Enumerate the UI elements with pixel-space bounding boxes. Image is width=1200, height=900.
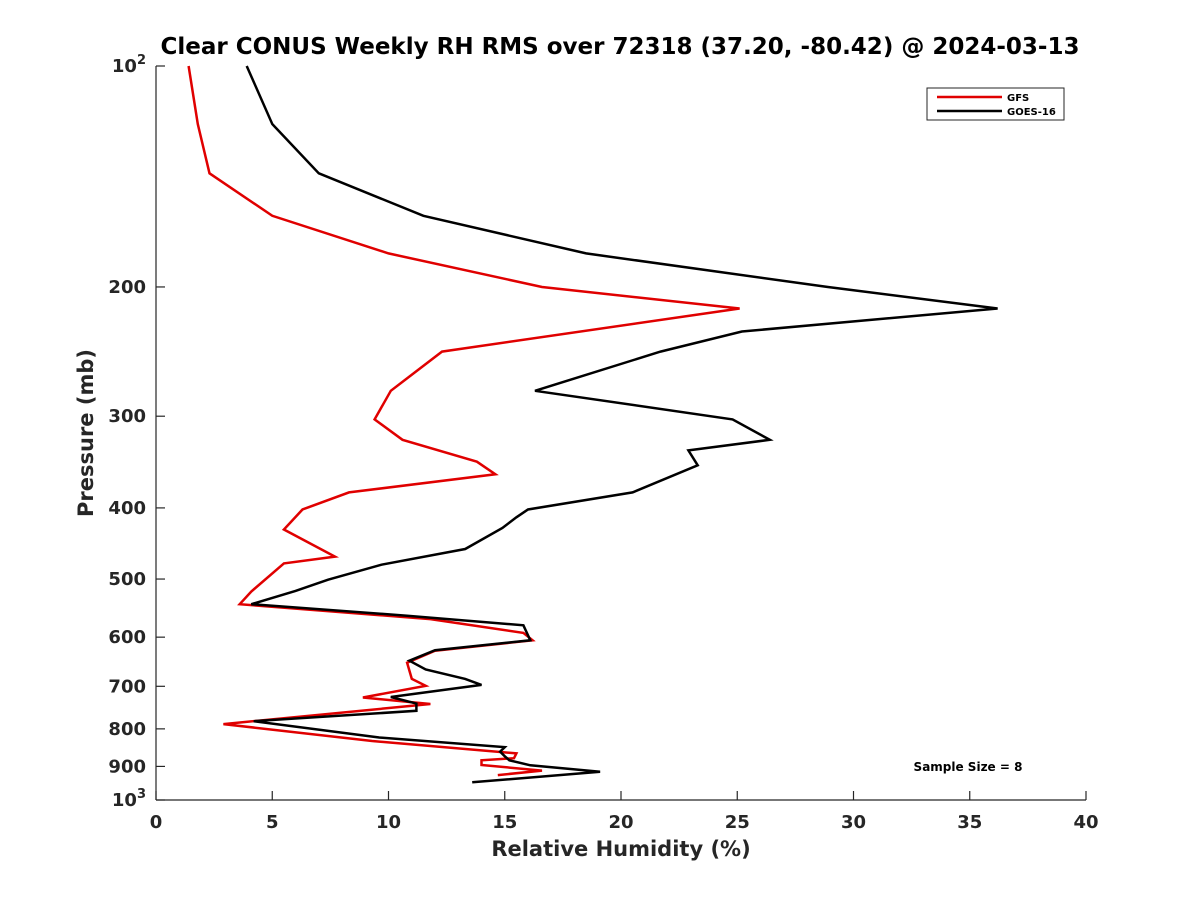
x-tick-label: 20 bbox=[608, 812, 633, 833]
series-layer bbox=[187, 65, 998, 784]
y-tick-label: 300 bbox=[108, 406, 146, 427]
y-edge-tick-exponent: 2 bbox=[137, 53, 146, 68]
y-edge-tick-label: 103 bbox=[112, 787, 146, 811]
y-axis-label: Pressure (mb) bbox=[74, 349, 98, 517]
x-tick-label: 10 bbox=[376, 812, 401, 833]
x-axis-ticks: 0 5 10 15 20 25 30 35 40 bbox=[150, 791, 1099, 833]
legend-label-goes16: GOES-16 bbox=[1007, 107, 1056, 118]
y-edge-tick-label: 102 bbox=[112, 53, 146, 77]
legend: GFS GOES-16 bbox=[926, 87, 1065, 121]
y-tick-label: 400 bbox=[108, 498, 146, 519]
x-tick-label: 15 bbox=[492, 812, 517, 833]
x-tick-label: 0 bbox=[150, 812, 163, 833]
y-tick-label: 500 bbox=[108, 569, 146, 590]
series-line-gfs bbox=[187, 65, 740, 777]
legend-label-gfs: GFS bbox=[1007, 93, 1029, 104]
y-edge-tick-exponent: 3 bbox=[137, 787, 146, 802]
x-axis-label: Relative Humidity (%) bbox=[491, 837, 750, 861]
sample-size-annotation: Sample Size = 8 bbox=[914, 760, 1023, 774]
x-tick-label: 5 bbox=[266, 812, 279, 833]
y-axis-ticks: 200 300 400 500 600 700 800 900 102 103 bbox=[108, 53, 165, 811]
y-tick-label: 900 bbox=[108, 756, 146, 777]
series-line-goes16 bbox=[245, 65, 998, 784]
chart-title: Clear CONUS Weekly RH RMS over 72318 (37… bbox=[161, 34, 1080, 60]
plot-area: 0 5 10 15 20 25 30 35 40 200 300 400 500 600 700 800 90… bbox=[108, 53, 1098, 833]
y-tick-label: 700 bbox=[108, 676, 146, 697]
x-tick-label: 40 bbox=[1073, 812, 1098, 833]
y-tick-label: 800 bbox=[108, 719, 146, 740]
legend-box bbox=[926, 87, 1065, 121]
x-tick-label: 30 bbox=[841, 812, 866, 833]
y-tick-label: 200 bbox=[108, 277, 146, 298]
y-tick-label: 600 bbox=[108, 627, 146, 648]
x-tick-label: 35 bbox=[957, 812, 982, 833]
x-tick-label: 25 bbox=[725, 812, 750, 833]
